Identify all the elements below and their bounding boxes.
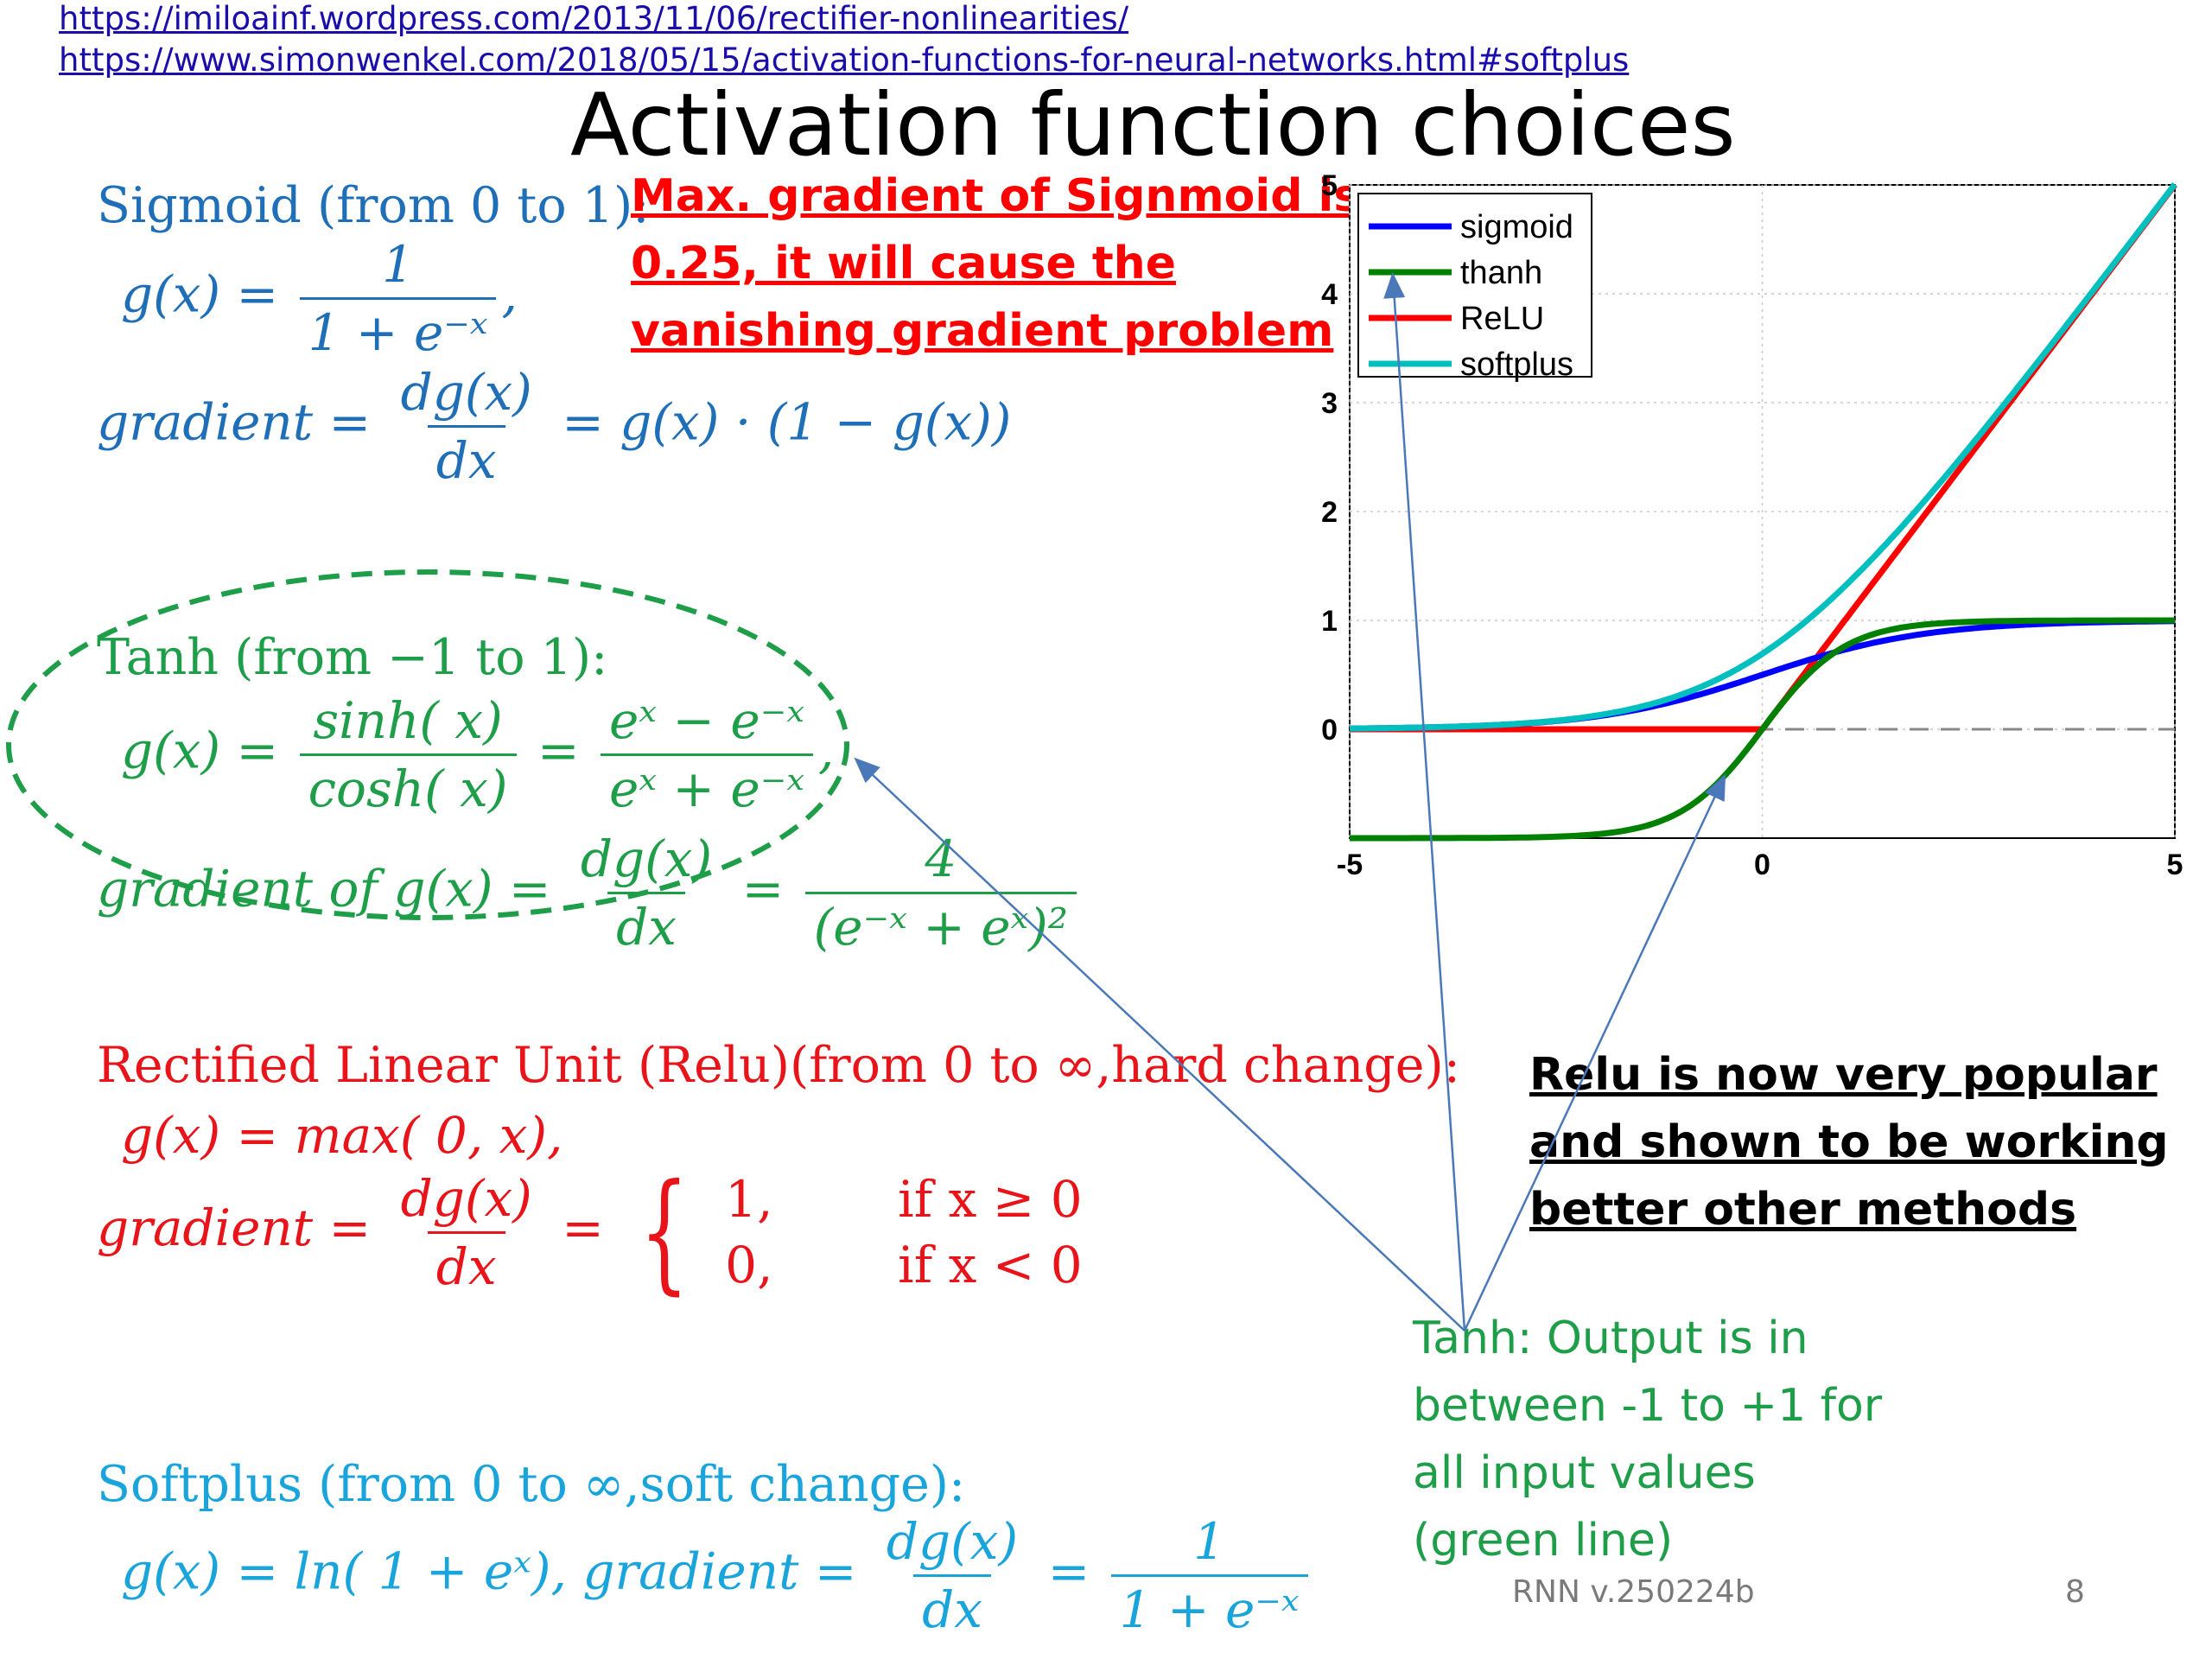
x-tick-label: -5: [1337, 849, 1363, 881]
relu-gradient: gradient = dg(x) dx = { 1, if x ≥ 0 0, if x…: [97, 1157, 1083, 1307]
y-tick-label: 4: [1321, 278, 1338, 311]
legend-label-relu: ReLU: [1460, 301, 1544, 337]
sigmoid-heading: Sigmoid (from 0 to 1):: [97, 177, 650, 234]
link-activation-functions[interactable]: https://www.simonwenkel.com/2018/05/15/a…: [59, 41, 1630, 79]
series-line-tanh: [1350, 617, 2175, 842]
chart-ticks: 0 1 2 3 4 5 -5 0 5: [1321, 169, 2183, 881]
sigmoid-warning-line: Max. gradient of Signmoid is: [631, 170, 1361, 222]
relu-heading: Rectified Linear Unit (Relu)(from 0 to ∞…: [97, 1037, 1460, 1094]
relu-note-line: better other methods: [1529, 1184, 2077, 1236]
tanh-note-line: (green line): [1413, 1515, 1674, 1567]
arrow-to-legend-thanh: [1383, 272, 1466, 1332]
legend-label-softplus: softplus: [1460, 346, 1573, 383]
sigmoid-warning: Max. gradient of Signmoid is 0.25, it wi…: [631, 162, 1360, 365]
relu-note-line: Relu is now very popular: [1529, 1049, 2158, 1101]
sigmoid-gradient: gradient = dg(x) dx = g(x) · (1 − g(x)): [97, 363, 1012, 490]
chart-series: [1349, 182, 2177, 842]
chart-legend: sigmoid thanh ReLU softplus: [1357, 193, 1592, 383]
tanh-heading: Tanh (from −1 to 1):: [97, 629, 608, 686]
link-rectifier-nonlinearities[interactable]: https://imiloainf.wordpress.com/2013/11/…: [59, 0, 1129, 37]
relu-brace: {: [639, 1157, 690, 1307]
page-number: 8: [2065, 1574, 2085, 1610]
softplus-heading: Softplus (from 0 to ∞,soft change):: [97, 1456, 966, 1513]
y-tick-label: 1: [1321, 605, 1338, 638]
legend-label-sigmoid: sigmoid: [1460, 209, 1573, 245]
relu-note-line: and shown to be working: [1529, 1116, 2169, 1168]
tanh-formula: g(x) = sinh( x) cosh( x) = eˣ − e⁻ˣ eˣ + e…: [121, 691, 835, 818]
tanh-note-line: between -1 to +1 for: [1413, 1380, 1883, 1432]
softplus-formula: g(x) = ln( 1 + eˣ), gradient = dg(x) dx =…: [121, 1512, 1313, 1639]
footer-version: RNN v.250224b: [1512, 1574, 1755, 1610]
tanh-note: Tanh: Output is in between -1 to +1 for …: [1413, 1305, 1882, 1574]
activation-chart: 0 1 2 3 4 5 -5 0 5 sigmoid thanh ReLU softplus: [1321, 169, 2183, 881]
tanh-gradient: gradient of g(x) = dg(x) dx = 4 (e⁻ˣ + eˣ)…: [97, 830, 1082, 957]
page-title: Activation function choices: [570, 74, 1736, 175]
tanh-note-line: all input values: [1413, 1447, 1756, 1499]
relu-note: Relu is now very popular and shown to be…: [1529, 1041, 2169, 1243]
x-tick-label: 5: [2167, 849, 2183, 881]
chart-grid: [1349, 184, 2176, 838]
sigmoid-warning-line: 0.25, it will cause the: [631, 238, 1176, 289]
x-tick-label: 0: [1754, 849, 1770, 881]
series-line-softplus: [1349, 182, 2177, 732]
y-tick-label: 0: [1321, 714, 1338, 747]
y-tick-label: 3: [1321, 387, 1338, 420]
legend-label-tanh: thanh: [1460, 255, 1542, 291]
arrow-to-tanh-curve: [1463, 773, 1726, 1332]
tanh-highlight-ellipse: [6, 569, 849, 920]
arrow-to-tanh-formula: [854, 757, 1465, 1332]
y-tick-label: 2: [1321, 496, 1338, 529]
relu-cases: 1, if x ≥ 0 0, if x < 0: [725, 1170, 1083, 1294]
tanh-note-line: Tanh: Output is in: [1413, 1313, 1808, 1364]
relu-formula: g(x) = max( 0, x),: [121, 1106, 563, 1165]
sigmoid-warning-line: vanishing gradient problem: [631, 305, 1334, 357]
y-tick-label: 5: [1321, 169, 1338, 202]
